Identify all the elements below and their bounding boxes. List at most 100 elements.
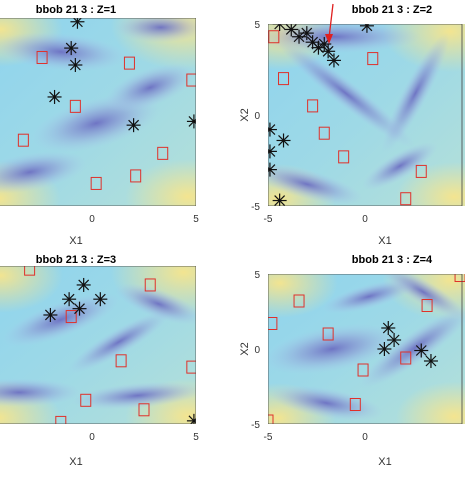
star-marker (68, 58, 83, 72)
warm-region (268, 274, 338, 318)
chart-title: bbob 21 3 : Z=2 (352, 4, 432, 16)
warm-region (0, 266, 63, 313)
star-marker (276, 133, 291, 148)
square-marker (123, 56, 135, 70)
basin (359, 306, 465, 389)
square-marker (115, 354, 127, 368)
warm-region (396, 381, 465, 424)
star-marker (299, 26, 314, 41)
basin (268, 163, 364, 205)
square-marker (138, 403, 150, 417)
basin (104, 63, 196, 112)
basin (0, 151, 88, 194)
axes-frame (268, 274, 463, 424)
star-marker (321, 44, 336, 59)
basin (380, 274, 465, 319)
star-marker (268, 122, 277, 137)
y-tick-label: -5 (251, 420, 260, 431)
square-marker (400, 192, 412, 206)
star-marker (72, 301, 87, 316)
y-tick-label: 0 (254, 345, 260, 356)
x-axis-label: X1 (69, 235, 82, 247)
x-tick-label: 5 (193, 214, 199, 225)
square-marker (322, 327, 334, 341)
x-tick-label: 0 (89, 432, 95, 443)
square-marker (36, 50, 48, 64)
star-marker (43, 307, 58, 322)
square-marker (17, 133, 29, 147)
square-marker (186, 73, 196, 87)
chart-title: bbob 21 3 : Z=3 (36, 254, 116, 266)
basin (0, 378, 82, 407)
star-marker (126, 118, 141, 133)
x-tick-label: 0 (89, 214, 95, 225)
star-marker (326, 53, 341, 68)
square-marker (367, 52, 379, 66)
star-marker (414, 343, 429, 358)
square-marker (400, 351, 412, 365)
star-marker (359, 24, 374, 33)
y-tick-label: 0 (254, 111, 260, 122)
square-marker (130, 169, 142, 183)
star-marker (70, 18, 85, 29)
star-marker (268, 144, 277, 159)
chart-title: bbob 21 3 : Z=4 (352, 254, 433, 266)
square-marker (421, 299, 433, 312)
square-marker (144, 278, 156, 292)
square-marker (415, 164, 427, 178)
star-marker (268, 162, 277, 177)
square-marker (69, 99, 81, 113)
basin (1, 292, 120, 347)
basin (0, 32, 128, 72)
basin (268, 323, 401, 375)
star-marker (423, 354, 438, 368)
y-tick-label: 5 (254, 270, 260, 281)
star-marker (186, 114, 196, 129)
x-axis-label: X1 (378, 235, 391, 247)
warm-region (396, 161, 465, 206)
annotation-arrow (325, 3, 334, 44)
x-tick-label: 0 (362, 214, 368, 225)
x-tick-label: -5 (264, 214, 273, 225)
star-marker (76, 277, 91, 292)
panel-4: bbob 21 3 : Z=4 -5 0 X1 -5 0 5 X2 (239, 254, 465, 468)
square-marker (307, 99, 319, 113)
star-marker (62, 292, 77, 307)
basin (114, 18, 196, 43)
star-marker (387, 333, 402, 347)
basin (321, 279, 416, 314)
panel-2: bbob 21 3 : Z=2 -5 0 X1 -5 0 5 X2 (239, 3, 465, 247)
square-marker (268, 30, 280, 44)
star-marker (93, 292, 108, 307)
axes-frame (268, 24, 463, 206)
square-marker (55, 415, 67, 424)
y-axis-label: X2 (239, 342, 251, 355)
y-tick-label: -5 (251, 202, 260, 213)
square-marker (338, 150, 350, 164)
x-axis-label: X1 (378, 456, 391, 468)
x-tick-label: 5 (193, 432, 199, 443)
x-tick-label: 0 (362, 432, 368, 443)
square-marker (24, 266, 36, 276)
star-marker (47, 89, 62, 104)
basin (381, 32, 450, 154)
square-marker (80, 393, 92, 407)
star-marker (272, 24, 287, 31)
square-marker (349, 398, 361, 411)
square-marker (268, 317, 278, 330)
basin (115, 283, 196, 325)
panel-3: bbob 21 3 : Z=3 0 5 X1 (0, 254, 199, 468)
plot-area (0, 18, 196, 206)
y-tick-label: 5 (254, 20, 260, 31)
plot-area (0, 266, 196, 424)
plot-area (268, 274, 465, 424)
chart-title: bbob 21 3 : Z=1 (36, 4, 116, 16)
star-marker (64, 41, 79, 56)
basin (68, 310, 170, 373)
square-marker (357, 363, 369, 377)
plot-area (268, 24, 465, 206)
basin (362, 141, 438, 190)
square-marker (90, 176, 102, 190)
basin (268, 385, 384, 421)
square-marker (278, 72, 290, 86)
